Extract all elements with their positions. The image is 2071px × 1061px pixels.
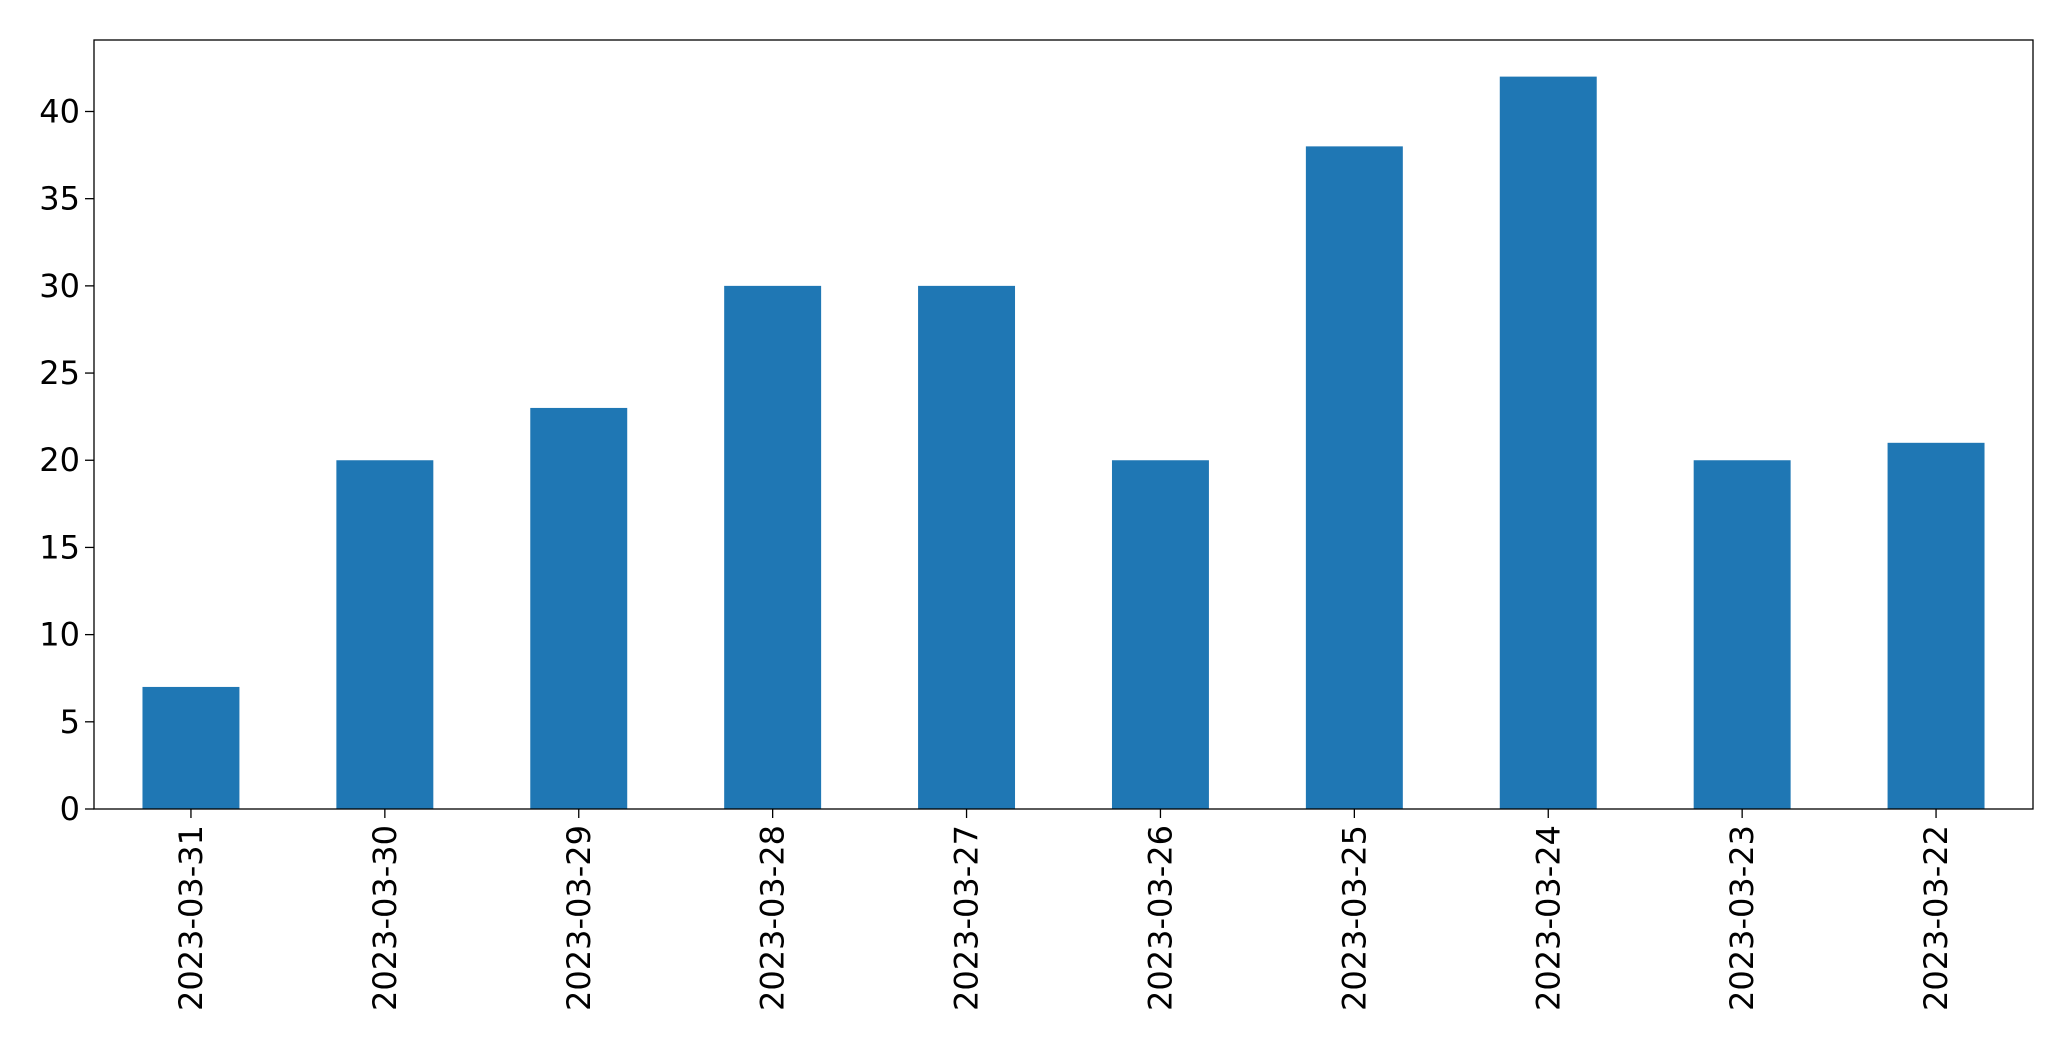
- x-tick-label: 2023-03-30: [366, 825, 404, 1011]
- x-tick-label: 2023-03-22: [1917, 825, 1955, 1011]
- y-tick-label: 15: [39, 528, 80, 566]
- bar: [1887, 442, 1985, 809]
- y-tick-label: 30: [39, 267, 80, 305]
- y-tick-label: 40: [39, 92, 80, 130]
- y-tick-label: 25: [39, 354, 80, 392]
- bar: [530, 407, 628, 809]
- x-tick-label: 2023-03-25: [1335, 825, 1373, 1011]
- y-tick-label: 35: [39, 180, 80, 218]
- y-tick-label: 10: [39, 616, 80, 654]
- x-tick-label: 2023-03-23: [1723, 825, 1761, 1011]
- plot-frame: [93, 39, 2034, 810]
- y-tick-label: 20: [39, 441, 80, 479]
- x-tick-label: 2023-03-29: [560, 825, 598, 1011]
- x-tick-label: 2023-03-27: [948, 825, 986, 1011]
- bar: [142, 686, 240, 809]
- x-tick-label: 2023-03-26: [1141, 825, 1179, 1011]
- bar: [1693, 460, 1791, 809]
- x-tick-label: 2023-03-28: [754, 825, 792, 1011]
- bar: [1499, 76, 1597, 810]
- x-tick-label: 2023-03-24: [1529, 825, 1567, 1011]
- x-tick-label: 2023-03-31: [172, 825, 210, 1011]
- bar: [1111, 460, 1209, 809]
- bar: [918, 285, 1016, 810]
- y-tick-label: 0: [60, 790, 80, 828]
- bar: [336, 460, 434, 809]
- bar: [724, 285, 822, 810]
- y-tick-label: 5: [60, 703, 80, 741]
- bar: [1305, 146, 1403, 809]
